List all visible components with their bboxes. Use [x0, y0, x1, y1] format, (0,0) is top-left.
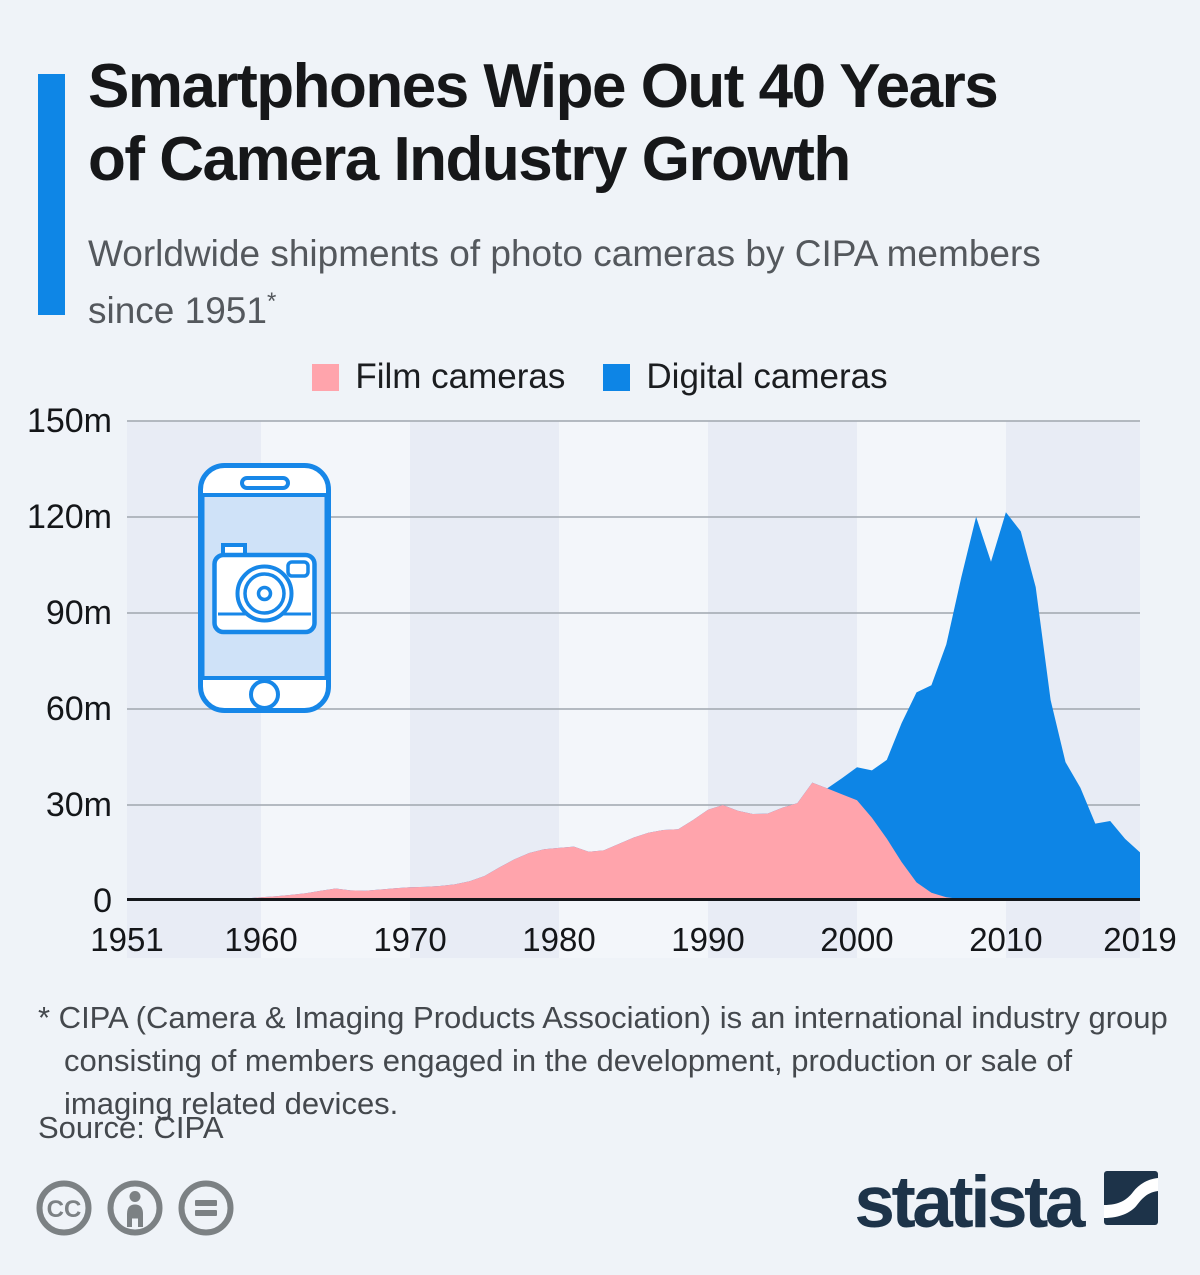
legend-item-film: Film cameras: [312, 357, 565, 397]
digital-swatch-icon: [603, 363, 631, 391]
digital-cameras-area: [127, 512, 1140, 901]
footnote: * CIPA (Camera & Imaging Products Associ…: [38, 996, 1168, 1125]
chart-legend: Film cameras Digital cameras: [0, 357, 1200, 397]
y-tick-label-0: 0: [93, 882, 112, 920]
smartphone-camera-icon: [198, 463, 331, 713]
statista-logo-icon: [1104, 1171, 1158, 1225]
page-title: Smartphones Wipe Out 40 Years of Camera …: [88, 50, 1188, 196]
source-label: Source: CIPA: [38, 1110, 224, 1145]
statista-wordmark: statista: [854, 1162, 1085, 1243]
accent-bar: [38, 74, 65, 315]
y-tick-label-60m: 60m: [45, 690, 112, 728]
title-line1: Smartphones Wipe Out 40 Years: [88, 52, 999, 121]
license-badges: CC: [36, 1180, 234, 1236]
legend-label: Film cameras: [355, 357, 566, 396]
x-tick-label-1960: 1960: [224, 921, 298, 958]
attribution-icon: [107, 1180, 163, 1236]
footnote-line: imaging related devices.: [64, 1086, 399, 1121]
y-tick-label-150m: 150m: [26, 402, 112, 440]
chart-area: 150m 120m 90m 60m 30m 0 1951 1960 1970 1980 1990 2…: [0, 402, 1200, 981]
footnote-line: * CIPA (Camera & Imaging Products Associ…: [38, 1000, 1168, 1035]
svg-text:CC: CC: [47, 1196, 82, 1223]
y-tick-label-120m: 120m: [26, 498, 112, 536]
footnote-marker: *: [266, 288, 277, 315]
legend-label: Digital cameras: [646, 357, 888, 396]
title-line2: of Camera Industry Growth: [88, 125, 851, 194]
y-tick-label-90m: 90m: [45, 594, 112, 632]
statista-brand: statista: [854, 1166, 1158, 1239]
footnote-line: consisting of members engaged in the dev…: [64, 1043, 1073, 1078]
x-tick-label-1990: 1990: [671, 921, 745, 958]
subtitle-line2: since 1951*: [88, 288, 277, 331]
x-tick-label-2010: 2010: [969, 921, 1043, 958]
film-swatch-icon: [312, 363, 340, 391]
no-derivatives-icon: [178, 1180, 234, 1236]
legend-item-digital: Digital cameras: [603, 357, 888, 397]
film-cameras-area: [127, 782, 1140, 901]
x-tick-label-2000: 2000: [820, 921, 894, 958]
cc-icon: CC: [36, 1180, 92, 1236]
camera-icon: [212, 543, 317, 635]
x-tick-label-1951: 1951: [90, 921, 164, 958]
page-subtitle: Worldwide shipments of photo cameras by …: [88, 230, 1168, 335]
x-tick-label-1970: 1970: [373, 921, 447, 958]
x-tick-label-2019: 2019: [1103, 921, 1177, 958]
y-tick-label-30m: 30m: [45, 786, 112, 824]
x-tick-label-1980: 1980: [522, 921, 596, 958]
subtitle-line1: Worldwide shipments of photo cameras by …: [88, 233, 1041, 274]
